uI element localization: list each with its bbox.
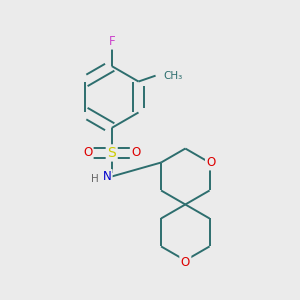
- Text: S: S: [107, 146, 116, 160]
- Text: O: O: [181, 256, 190, 269]
- Text: F: F: [108, 35, 115, 48]
- Text: CH₃: CH₃: [163, 71, 182, 81]
- Text: O: O: [206, 156, 216, 169]
- Text: H: H: [91, 174, 98, 184]
- Text: N: N: [103, 170, 112, 183]
- Text: O: O: [83, 146, 92, 159]
- Text: O: O: [131, 146, 140, 159]
